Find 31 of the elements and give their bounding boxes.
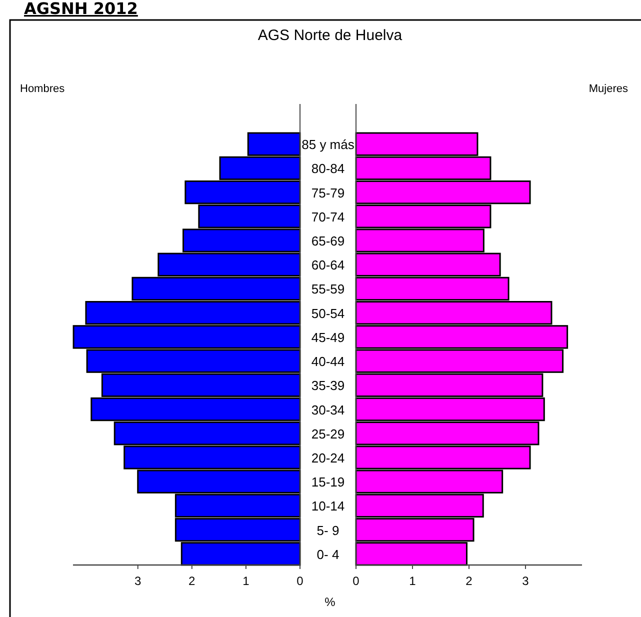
y-tick-label: 0- 4 bbox=[316, 546, 340, 562]
x-tick-label: 1 bbox=[409, 574, 416, 588]
y-tick-label: 40-44 bbox=[311, 354, 345, 370]
y-tick-label: 75-79 bbox=[311, 185, 345, 200]
text: AGS Norte de Huelva bbox=[258, 27, 403, 44]
y-tick-label: 45-49 bbox=[311, 330, 345, 345]
x-tick-label: 2 bbox=[466, 574, 473, 588]
y-axis-title: Hombres bbox=[20, 83, 66, 95]
y-tick-label: 25-29 bbox=[311, 426, 345, 442]
x-axis-title: % bbox=[324, 595, 336, 609]
y-tick-label: 55-59 bbox=[311, 282, 345, 297]
y-tick-label: 15-19 bbox=[311, 474, 345, 490]
x-tick-label: 3 bbox=[522, 574, 530, 588]
y-tick-label: 85 y más bbox=[302, 137, 355, 152]
x-tick-label: 2 bbox=[188, 574, 196, 588]
y-tick-label: 10-14 bbox=[311, 498, 345, 514]
y-axis-title: Mujeres bbox=[588, 83, 628, 95]
y-tick-label: 70-74 bbox=[311, 209, 345, 224]
chart-title: AGSNH 2012 bbox=[24, 0, 138, 18]
x-tick-label: 1 bbox=[242, 574, 250, 588]
y-tick-label: 30-34 bbox=[311, 402, 345, 418]
y-tick-label: 35-39 bbox=[311, 378, 345, 394]
y-tick-label: 50-54 bbox=[311, 306, 345, 321]
y-tick-label: 60-64 bbox=[311, 258, 345, 273]
y-tick-label: 65-69 bbox=[311, 234, 345, 249]
y-tick-label: 80-84 bbox=[311, 161, 345, 176]
y-tick-label: 20-24 bbox=[311, 450, 345, 466]
y-tick-label: 5- 9 bbox=[316, 522, 340, 538]
x-tick-label: 3 bbox=[134, 574, 142, 588]
x-tick-label: 0 bbox=[352, 574, 360, 588]
x-tick-label: 0 bbox=[296, 574, 304, 588]
